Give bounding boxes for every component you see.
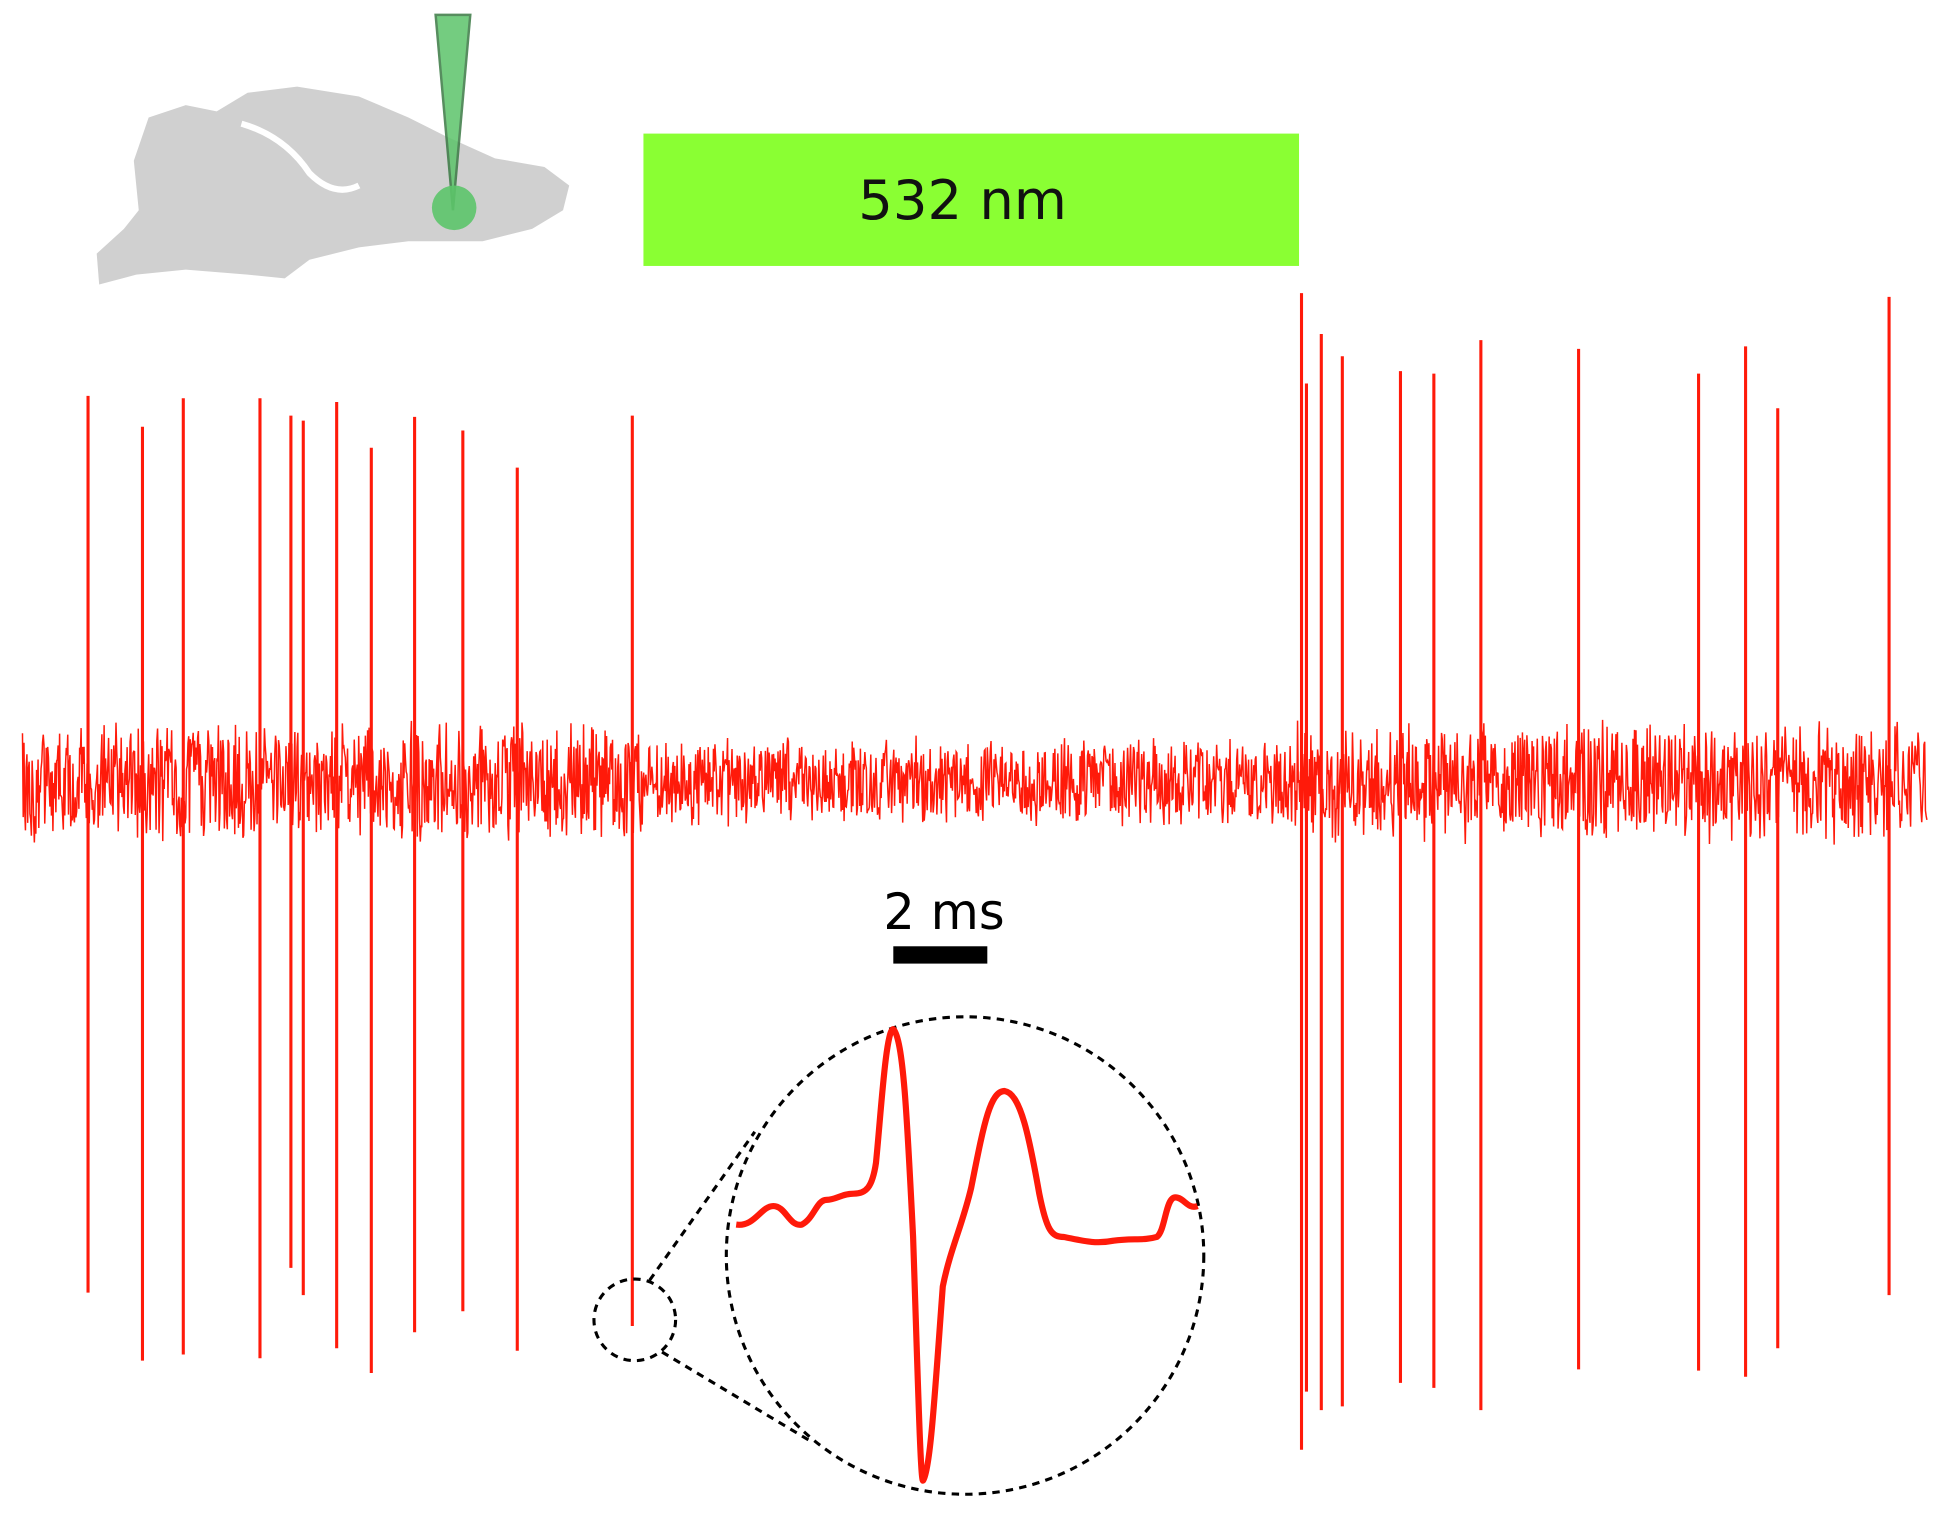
scale-bar: [893, 946, 988, 964]
zoom-guides: [592, 1015, 1206, 1496]
zoom-source: [592, 1277, 678, 1363]
brain-ventricle: [240, 120, 361, 193]
stimulus-label: 532 nm: [858, 168, 1067, 232]
zoom-circle: [724, 1015, 1206, 1496]
probe-light: [431, 185, 477, 231]
spike-waveform: [735, 1026, 1199, 1484]
scale-bar-label: 2 ms: [883, 883, 1004, 941]
trace: [21, 293, 1928, 1450]
zoom-line: [661, 1350, 812, 1443]
probe: [434, 13, 472, 211]
brain-schematic: [96, 13, 570, 285]
stimulus-bar: [643, 133, 1300, 266]
zoom-line: [648, 1130, 757, 1282]
noise-band: [21, 719, 1928, 845]
